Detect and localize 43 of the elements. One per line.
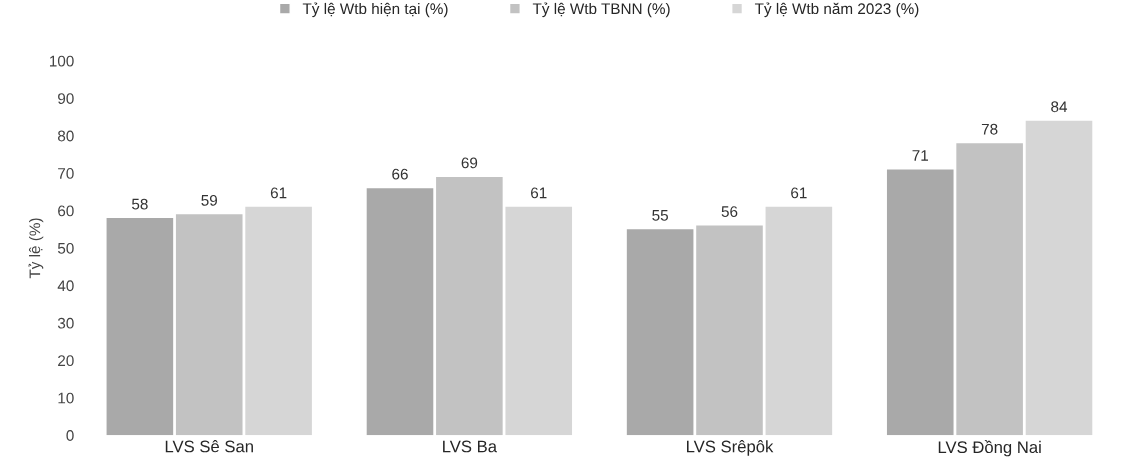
bar — [505, 206, 573, 436]
bar — [626, 229, 694, 436]
bar — [956, 143, 1023, 436]
y-tick-label: 60 — [58, 205, 74, 217]
bar — [1025, 120, 1093, 436]
data-label: 66 — [392, 168, 408, 180]
data-label: 55 — [652, 210, 668, 221]
legend-label: Tỷ lệ Wtb năm 2023 (%) — [754, 2, 919, 18]
bar — [886, 169, 954, 436]
legend-label: Tỷ lệ Wtb TBNN (%) — [532, 2, 670, 18]
bar — [765, 206, 833, 436]
data-label: 59 — [201, 194, 218, 206]
y-tick-label: 0 — [66, 430, 74, 441]
y-tick-label: 20 — [58, 355, 74, 367]
y-tick-label: 70 — [58, 168, 74, 179]
bar — [366, 188, 434, 436]
y-tick-label: 30 — [57, 317, 74, 329]
x-tick-label: LVS Sê San — [165, 440, 253, 453]
data-label: 71 — [912, 150, 929, 161]
data-label: 58 — [131, 198, 148, 210]
y-axis-title: Tỷ lệ (%) — [28, 218, 44, 279]
y-tick-label: 40 — [57, 280, 74, 292]
y-tick-label: 90 — [58, 93, 74, 104]
bar — [245, 206, 312, 436]
bar — [106, 218, 174, 436]
legend-label: Tỷ lệ Wtb hiện tại (%) — [302, 2, 448, 18]
data-label: 61 — [791, 187, 807, 199]
data-label: 56 — [721, 206, 738, 217]
data-label: 84 — [1051, 101, 1068, 113]
y-tick-label: 100 — [49, 55, 74, 67]
data-label: 61 — [270, 187, 287, 199]
x-tick-label: LVS Srêpôk — [687, 440, 774, 456]
bar — [175, 214, 243, 436]
bar — [696, 225, 763, 436]
bar — [436, 176, 503, 436]
y-tick-label: 10 — [58, 392, 74, 404]
y-tick-label: 80 — [57, 130, 74, 142]
data-label: 69 — [461, 157, 478, 169]
x-tick-label: LVS Ba — [443, 440, 498, 453]
x-tick-label: LVS Đồng Nai — [938, 440, 1041, 457]
data-label: 61 — [531, 187, 547, 199]
y-tick-label: 50 — [57, 242, 74, 254]
data-label: 78 — [981, 123, 998, 135]
